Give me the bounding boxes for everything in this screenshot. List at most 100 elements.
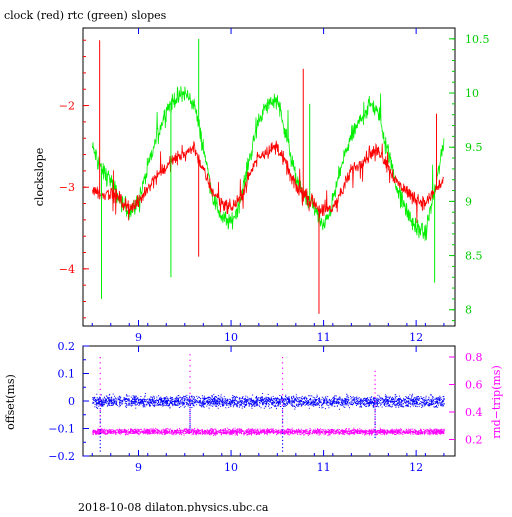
offset-outlier-point — [374, 436, 376, 438]
rnd-trip-outlier-point — [281, 383, 284, 385]
offset-outlier-point — [99, 411, 101, 413]
rnd-trip-outlier-point — [281, 394, 284, 396]
rnd-trip-outlier-point — [99, 388, 101, 391]
bottom-y-tick-label: 0 — [68, 395, 75, 408]
top-y-right-tick-label: 9 — [465, 195, 472, 208]
rnd-trip-outlier-point — [99, 372, 101, 375]
rnd-trip-outlier-point — [374, 392, 376, 394]
offset-scatter-points — [92, 393, 445, 410]
rnd-trip-outlier-point — [189, 392, 191, 394]
rnd-trip-outlier-point — [99, 383, 101, 385]
offset-outlier-point — [189, 402, 191, 405]
top-x-tick-label: 11 — [317, 331, 331, 344]
offset-outlier-point — [374, 406, 376, 408]
rnd-trip-outlier-point — [374, 375, 376, 377]
rnd-trip-outlier-point — [99, 378, 101, 380]
offset-outlier-point — [374, 416, 376, 418]
rnd-trip-outlier-point — [374, 401, 376, 403]
rnd-trip-outlier-point — [374, 409, 376, 411]
clock-series-line — [92, 140, 445, 224]
rnd-trip-outlier-point — [374, 405, 376, 407]
offset-outlier-point — [99, 408, 101, 410]
rnd-trip-outlier-point — [99, 399, 101, 401]
rnd-trip-outlier-point — [374, 396, 376, 398]
offset-outlier-point — [281, 432, 284, 435]
rnd-trip-outlier-point — [374, 383, 376, 385]
offset-outlier-point — [281, 422, 284, 424]
bottom-y-tick-label: −0.1 — [48, 423, 75, 436]
offset-outlier-point — [99, 432, 101, 435]
bottom-tick-group: 9 10 11 12 0.2 0.1 0 −0.1 −0.2 0.8 0.6 0.4 0.2 — [48, 340, 482, 474]
offset-outlier-point — [189, 401, 191, 403]
bottom-y-tick-label: 0.1 — [58, 368, 76, 381]
offset-outlier-point — [374, 408, 376, 410]
offset-outlier-point — [281, 443, 284, 445]
top-y-right-tick-label: 10 — [465, 87, 479, 100]
offset-outlier-point — [189, 428, 191, 430]
offset-outlier-point — [281, 429, 284, 431]
rnd-trip-outlier-point — [189, 414, 191, 416]
rnd-trip-outlier-point — [374, 379, 376, 381]
rnd-trip-outlier-point — [99, 404, 101, 406]
top-ylabel: clockslope — [33, 148, 46, 206]
offset-outlier-point — [99, 450, 101, 452]
bottom-y-right-tick-label: 0.2 — [465, 434, 483, 447]
rnd-trip-outlier-point — [281, 378, 284, 380]
rnd-trip-outlier-point — [281, 431, 284, 433]
rnd-trip-outlier-point — [374, 418, 376, 420]
bottom-x-tick-label: 11 — [317, 461, 331, 474]
rnd-trip-outlier-point — [189, 381, 191, 383]
top-y-right-tick-label: 9.5 — [465, 141, 483, 154]
offset-outlier-point — [99, 446, 101, 449]
rnd-trip-outlier-point — [281, 388, 284, 391]
top-y-right-tick-label: 10.5 — [465, 33, 490, 46]
offset-outlier-point — [189, 406, 191, 409]
rnd-trip-outlier-point — [99, 394, 101, 396]
rtc-series-line — [91, 86, 445, 241]
offset-outlier-point — [99, 443, 101, 445]
rnd-trip-outlier-point — [374, 413, 376, 416]
rnd-trip-outlier-point — [281, 404, 284, 406]
rnd-trip-outlier-point — [189, 409, 191, 411]
rnd-trip-outlier-point — [281, 425, 284, 428]
offset-outlier-point — [189, 416, 191, 418]
rnd-trip-outlier-point — [281, 362, 284, 364]
offset-outlier-point — [374, 423, 376, 426]
top-y-right-tick-label: 8 — [465, 304, 472, 317]
top-y-tick-label: −3 — [59, 181, 75, 194]
offset-outlier-point — [99, 429, 101, 431]
rnd-trip-outlier-point — [281, 410, 284, 412]
offset-outlier-point — [281, 436, 284, 438]
rnd-trip-outlier-point — [99, 415, 101, 417]
top-y-right-tick-label: 8.5 — [465, 250, 483, 263]
top-series-group — [91, 38, 445, 314]
rnd-trip-outlier-point — [189, 370, 191, 372]
offset-outlier-point — [281, 450, 284, 452]
top-tick-group: 9 10 11 12 −2 −3 −4 10.5 10 9.5 9 8.5 8 — [59, 28, 490, 344]
bottom-y-tick-label: −0.2 — [48, 450, 75, 463]
rnd-trip-outlier-point — [281, 357, 284, 359]
offset-outlier-point — [189, 412, 191, 414]
bottom-y-right-tick-label: 0.8 — [465, 351, 483, 364]
offset-outlier-point — [189, 422, 191, 424]
top-x-tick-label: 9 — [135, 331, 142, 344]
bottom-series-group — [92, 354, 445, 452]
rnd-trip-outlier-point — [374, 431, 376, 433]
rnd-trip-outlier-point — [99, 357, 101, 359]
rnd-trip-outlier-point — [374, 426, 376, 429]
offset-outlier-point — [281, 411, 284, 413]
rnd-trip-outlier-point — [189, 365, 191, 367]
rnd-trip-outlier-point — [374, 388, 376, 390]
offset-outlier-point — [281, 446, 284, 449]
offset-outlier-point — [189, 404, 191, 407]
rnd-trip-outlier-point — [281, 367, 284, 369]
rnd-trip-outlier-point — [189, 354, 191, 356]
offset-outlier-point — [99, 418, 101, 420]
rnd-trip-outlier-point — [99, 367, 101, 369]
offset-outlier-point — [281, 418, 284, 420]
rnd-trip-outlier-point — [189, 387, 191, 389]
top-x-tick-label: 10 — [224, 331, 238, 344]
bottom-x-tick-label: 12 — [409, 461, 423, 474]
offset-outlier-point — [374, 403, 376, 405]
